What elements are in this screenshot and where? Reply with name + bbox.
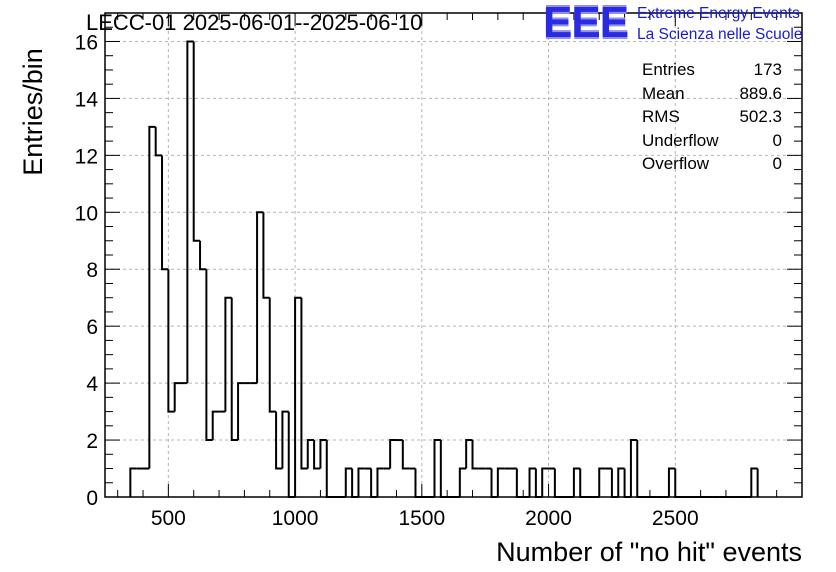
- y-tick-label: 6: [86, 316, 98, 339]
- histogram-bin: [541, 467, 549, 497]
- logo-line-2: La Scienza nelle Scuole: [637, 26, 803, 43]
- histogram-bin: [230, 297, 239, 442]
- stat-label: RMS: [642, 107, 680, 126]
- histogram-bin: [629, 439, 638, 497]
- histogram-bin: [357, 467, 365, 497]
- histogram-bin: [224, 296, 232, 412]
- stat-value: 0: [772, 154, 782, 173]
- y-axis-label: Entries/bin: [18, 48, 48, 176]
- x-tick-label: 1000: [272, 507, 319, 530]
- histogram-bin: [465, 439, 473, 469]
- x-tick-label: 500: [151, 507, 186, 530]
- histogram-bin: [173, 382, 182, 412]
- histogram-bin: [205, 269, 213, 442]
- stat-row-underflow: Underflow 0: [642, 129, 782, 153]
- stat-label: Entries: [642, 60, 695, 79]
- stat-value: 889.6: [739, 83, 782, 103]
- y-tick-label: 14: [75, 88, 99, 111]
- stat-row-overflow: Overflow 0: [642, 152, 782, 176]
- histogram-bin: [389, 439, 397, 469]
- histogram-bin: [471, 440, 479, 470]
- stat-label: Overflow: [642, 154, 710, 173]
- histogram-bin: [262, 212, 270, 299]
- y-tick-label: 16: [75, 31, 98, 54]
- x-tick-label: 2000: [525, 507, 572, 530]
- stat-label: Underflow: [642, 130, 719, 150]
- histogram-bin: [256, 211, 264, 384]
- histogram-bin: [496, 467, 505, 497]
- x-tick-label: 2500: [652, 507, 699, 530]
- histogram-bin: [528, 467, 536, 497]
- histogram-bin: [161, 155, 169, 271]
- histogram-bin: [617, 467, 625, 497]
- histogram-bin: [275, 411, 283, 470]
- histogram-bin: [148, 125, 156, 469]
- histogram-bin: [572, 467, 581, 497]
- logo-line-1: Extreme Energy Events: [637, 5, 800, 22]
- y-tick-label: 10: [75, 202, 98, 225]
- histogram-bin: [281, 410, 289, 469]
- histogram-bin: [401, 440, 410, 470]
- histogram-bin: [344, 467, 353, 497]
- x-tick-label: 1500: [398, 507, 445, 530]
- stat-value: 173: [753, 60, 782, 79]
- y-tick-label: 12: [75, 145, 98, 168]
- histogram-bin: [129, 467, 137, 497]
- histogram-bin: [294, 296, 302, 497]
- stat-row-entries: Entries 173: [642, 58, 782, 82]
- stats-box: Entries 173 Mean 889.6 RMS 502.3 Underfl…: [642, 58, 782, 176]
- stat-row-mean: Mean 889.6: [642, 82, 782, 106]
- histogram-bin: [186, 40, 194, 384]
- y-tick-label: 8: [86, 259, 98, 282]
- stat-value: 502.3: [739, 107, 782, 126]
- histogram-bin: [433, 439, 441, 497]
- histogram-bin: [167, 269, 175, 413]
- stat-value: 0: [772, 130, 782, 150]
- y-tick-label: 2: [86, 430, 98, 453]
- histogram-bin: [313, 440, 321, 470]
- histogram-bin: [300, 297, 308, 470]
- histogram-bin: [154, 126, 163, 157]
- stat-row-rms: RMS 502.3: [642, 105, 782, 129]
- chart-title: LECC-01 2025-06-01--2025-06-10: [86, 10, 423, 35]
- y-tick-label: 4: [86, 373, 98, 396]
- histogram-bin: [319, 439, 327, 469]
- histogram-bin: [268, 297, 277, 413]
- x-axis-label: Number of "no hit" events: [496, 537, 802, 567]
- histogram-bin: [192, 41, 201, 242]
- histogram-bin: [306, 439, 315, 469]
- histogram-bin: [237, 382, 245, 441]
- eee-logo-mark: EEE: [543, 0, 629, 47]
- histogram-bin: [458, 467, 467, 497]
- stat-label: Mean: [642, 83, 685, 103]
- y-tick-label: 0: [86, 487, 98, 510]
- eee-logo[interactable]: EEE Extreme Energy Events La Scienza nel…: [543, 0, 833, 48]
- histogram-bin: [667, 467, 676, 497]
- histogram-bin: [211, 410, 220, 441]
- grid: [105, 13, 802, 497]
- histogram-bin: [750, 467, 758, 497]
- histogram-bin: [376, 467, 384, 497]
- histogram-bin: [598, 467, 606, 497]
- histogram-bin: [199, 240, 207, 271]
- axes: 500 1000 1500 2000 2500 0 2 4 6 8 10 12 14 16: [75, 12, 803, 530]
